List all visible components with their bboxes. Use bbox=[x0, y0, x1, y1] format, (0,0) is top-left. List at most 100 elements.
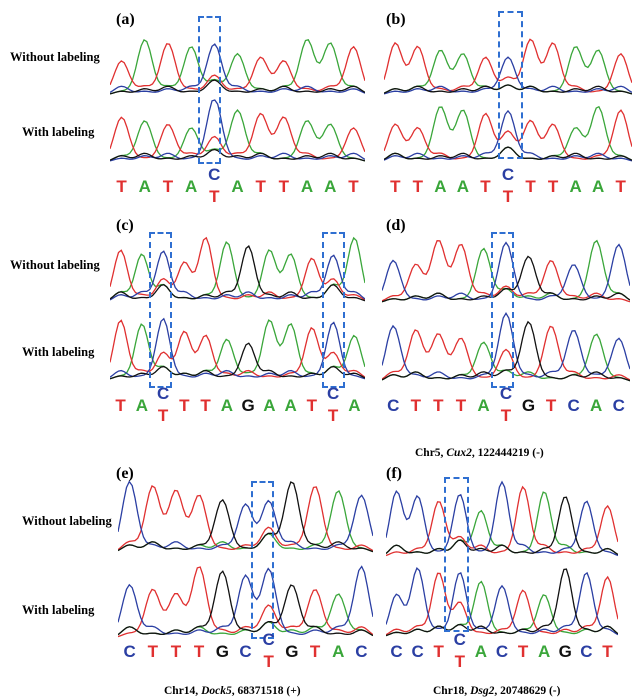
panel-label-e: (e) bbox=[116, 465, 134, 482]
base-call-C: C bbox=[262, 630, 275, 649]
base-call-A: A bbox=[434, 177, 447, 196]
base-call-T: T bbox=[545, 396, 557, 415]
base-call-A: A bbox=[300, 177, 314, 196]
base-call-G: G bbox=[215, 642, 229, 661]
base-call-C: C bbox=[239, 642, 252, 661]
base-call-T: T bbox=[602, 642, 613, 661]
trace-b-without bbox=[384, 38, 632, 95]
base-call-T: T bbox=[454, 652, 466, 671]
base-call-A: A bbox=[220, 396, 234, 415]
base-call-C: C bbox=[326, 384, 340, 403]
trace-line-T bbox=[384, 38, 632, 93]
trace-line-C bbox=[384, 109, 632, 162]
base-call-T: T bbox=[309, 642, 321, 661]
trace-line-C bbox=[118, 480, 373, 551]
panel-label-f: (f) bbox=[386, 465, 402, 482]
base-call-A: A bbox=[324, 177, 337, 196]
trace-line-C bbox=[382, 312, 630, 380]
row-label-with: With labeling bbox=[22, 125, 95, 139]
base-call-T: T bbox=[390, 177, 401, 196]
base-call-T: T bbox=[193, 642, 205, 661]
base-call-T: T bbox=[278, 177, 290, 196]
caption-d: Chr5, Cux2, 122444219 (-) bbox=[415, 447, 544, 459]
base-call-T: T bbox=[179, 396, 190, 415]
base-call-G: G bbox=[241, 396, 255, 415]
base-call-C: C bbox=[580, 642, 593, 661]
trace-f-without bbox=[386, 480, 618, 557]
row-label-with: With labeling bbox=[22, 603, 95, 617]
highlight-box-f bbox=[444, 477, 469, 632]
highlight-box-c1 bbox=[149, 232, 172, 388]
panel-label-a: (a) bbox=[116, 11, 135, 28]
trace-line-C bbox=[110, 43, 365, 94]
panel-label-d: (d) bbox=[386, 217, 406, 234]
trace-line-C bbox=[110, 99, 365, 162]
trace-line-G bbox=[110, 79, 365, 95]
base-call-T: T bbox=[157, 406, 169, 425]
trace-line-A bbox=[110, 38, 365, 95]
base-call-T: T bbox=[263, 652, 274, 671]
base-call-A: A bbox=[138, 177, 151, 196]
base-call-C: C bbox=[156, 384, 170, 403]
base-call-A: A bbox=[569, 177, 582, 196]
panel-label-b: (b) bbox=[386, 11, 406, 28]
trace-line-G bbox=[384, 146, 632, 161]
trace-line-G bbox=[110, 148, 365, 162]
base-call-T: T bbox=[615, 177, 626, 196]
base-call-C: C bbox=[355, 642, 368, 661]
base-call-T: T bbox=[410, 396, 422, 415]
base-call-T: T bbox=[502, 187, 514, 206]
highlight-box-b bbox=[498, 11, 523, 159]
base-call-T: T bbox=[115, 396, 126, 415]
base-call-T: T bbox=[209, 187, 220, 206]
trace-a-with bbox=[110, 99, 365, 162]
trace-line-T bbox=[382, 325, 630, 381]
trace-line-A bbox=[110, 108, 365, 162]
base-call-T: T bbox=[255, 177, 266, 196]
base-call-C: C bbox=[123, 642, 136, 661]
trace-a-without bbox=[110, 38, 365, 95]
base-call-A: A bbox=[477, 396, 490, 415]
base-call-G: G bbox=[558, 642, 572, 661]
trace-line-G bbox=[382, 320, 630, 382]
trace-line-T bbox=[386, 572, 618, 636]
trace-line-T bbox=[110, 112, 365, 160]
base-call-C: C bbox=[387, 396, 400, 415]
trace-line-C bbox=[382, 241, 630, 301]
base-call-C: C bbox=[411, 642, 424, 661]
trace-line-T bbox=[386, 485, 618, 557]
base-call-T: T bbox=[525, 177, 536, 196]
base-call-C: C bbox=[501, 165, 515, 184]
base-call-A: A bbox=[538, 642, 551, 661]
base-call-T: T bbox=[412, 177, 424, 196]
base-call-C: C bbox=[208, 165, 221, 184]
base-call-T: T bbox=[170, 642, 182, 661]
base-call-A: A bbox=[135, 396, 149, 415]
trace-line-T bbox=[384, 109, 632, 160]
base-call-T: T bbox=[200, 396, 211, 415]
base-call-G: G bbox=[285, 642, 299, 661]
trace-line-C bbox=[118, 565, 373, 636]
base-call-T: T bbox=[500, 406, 512, 425]
trace-line-G bbox=[384, 84, 632, 95]
base-call-T: T bbox=[433, 642, 444, 661]
trace-line-T bbox=[118, 485, 373, 552]
highlight-box-d bbox=[491, 232, 514, 388]
row-label-with: With labeling bbox=[22, 345, 95, 359]
trace-line-G bbox=[386, 568, 618, 637]
trace-line-G bbox=[382, 255, 630, 303]
base-call-T: T bbox=[348, 177, 359, 196]
base-call-C: C bbox=[567, 396, 580, 415]
base-call-A: A bbox=[348, 396, 361, 415]
base-call-G: G bbox=[521, 396, 536, 415]
highlight-box-e bbox=[251, 481, 274, 639]
trace-line-C bbox=[386, 480, 618, 557]
base-call-A: A bbox=[231, 177, 244, 196]
base-call-A: A bbox=[184, 177, 198, 196]
trace-d-without bbox=[382, 239, 630, 303]
